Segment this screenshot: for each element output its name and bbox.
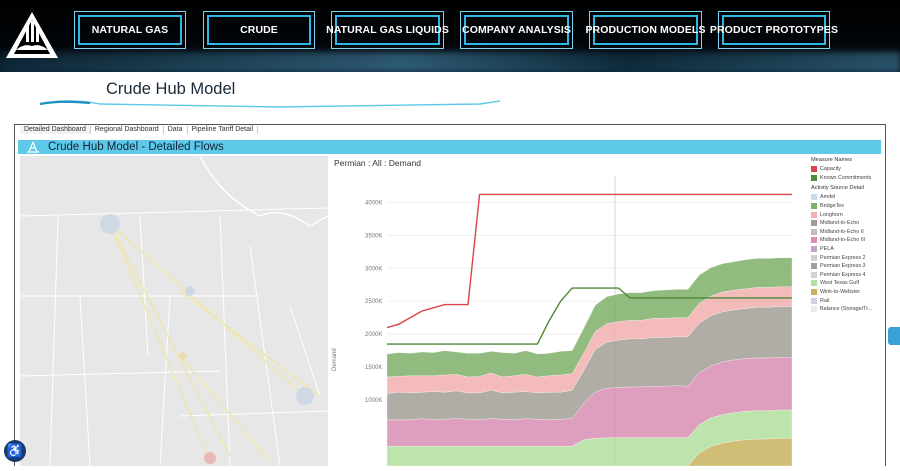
- tab-detailed-dashboard[interactable]: Detailed Dashboard: [20, 126, 91, 134]
- legend-label: Balance (Storage/Tr...: [820, 306, 873, 313]
- dashboard-banner-title: Crude Hub Model - Detailed Flows: [48, 141, 224, 153]
- legend-activity-item[interactable]: Permian Express 3: [809, 262, 889, 271]
- y-tick-label: 2000K: [365, 332, 382, 338]
- accessibility-icon[interactable]: ♿: [4, 440, 26, 462]
- legend-label: Permian Express 4: [820, 271, 866, 278]
- legend-swatch: [811, 211, 817, 218]
- legend-label: BridgeTex: [820, 203, 844, 210]
- nav-label: COMPANY ANALYSIS: [462, 24, 571, 36]
- legend-activity-item[interactable]: West Texas Gulf: [809, 279, 889, 288]
- legend-swatch: [811, 289, 817, 296]
- nav-production-models[interactable]: PRODUCTION MODELS: [585, 11, 705, 49]
- y-tick-label: 3000K: [365, 266, 382, 272]
- tab-data[interactable]: Data: [164, 126, 188, 134]
- page-title: Crude Hub Model: [106, 80, 236, 98]
- legend-swatch: [811, 254, 817, 261]
- legend-activity-item[interactable]: Rail: [809, 296, 889, 305]
- legend-label: Wink-to-Webster: [820, 289, 861, 296]
- chart-legend: Measure Names Capacity Known Commitments …: [809, 156, 889, 466]
- legend-label: Known Commitments: [820, 174, 872, 181]
- nav-label: PRODUCT PROTOTYPES: [709, 24, 839, 36]
- legend-label: Permian Express 2: [820, 254, 866, 261]
- legend-swatch: [811, 297, 817, 304]
- legend-swatch: [811, 220, 817, 227]
- nav-company-analysis[interactable]: COMPANY ANALYSIS: [460, 11, 573, 49]
- nav-label: PRODUCTION MODELS: [585, 24, 706, 36]
- legend-swatch: [811, 246, 817, 253]
- nav-label: NATURAL GAS LIQUIDS: [326, 24, 449, 36]
- legend-label: Permian Express 3: [820, 263, 866, 270]
- legend-activity-item[interactable]: Wink-to-Webster: [809, 288, 889, 297]
- legend-activity-item[interactable]: PELA: [809, 245, 889, 254]
- nav-natural-gas-liquids[interactable]: NATURAL GAS LIQUIDS: [326, 11, 449, 49]
- legend-label: Capacity: [820, 166, 841, 173]
- tab-pipeline-tariff-detail[interactable]: Pipeline Tariff Detail: [188, 126, 259, 134]
- legend-label: PELA: [820, 246, 834, 253]
- map-canvas: [20, 156, 328, 466]
- legend-label: Midland-to-Echo: [820, 220, 860, 227]
- legend-swatch: [811, 263, 817, 270]
- legend-measures: Capacity Known Commitments: [809, 165, 889, 182]
- legend-label: Midland-to-Echo II: [820, 228, 864, 235]
- legend-label: Amdel: [820, 194, 836, 201]
- legend-activities: Amdel BridgeTex Longhorn Midland-to-Echo Mid…: [809, 193, 889, 313]
- legend-swatch: [811, 203, 817, 210]
- legend-label: Rail: [820, 297, 830, 304]
- chart-title: Permian : All : Demand: [334, 158, 421, 168]
- page-header: Crude Hub Model: [0, 72, 900, 122]
- legend-activity-item[interactable]: Balance (Storage/Tr...: [809, 305, 889, 314]
- legend-activity-item[interactable]: Midland-to-Echo II: [809, 228, 889, 237]
- y-tick-label: 4000K: [365, 200, 382, 206]
- legend-swatch: [811, 306, 817, 313]
- legend-label: West Texas Gulf: [820, 280, 860, 287]
- top-navigation-bar: NATURAL GAS CRUDE NATURAL GAS LIQUIDS CO…: [0, 0, 900, 72]
- legend-measure-item[interactable]: Known Commitments: [809, 174, 889, 183]
- legend-activity-item[interactable]: Longhorn: [809, 210, 889, 219]
- y-tick-label: 1000K: [365, 398, 382, 404]
- legend-label: Longhorn: [820, 211, 843, 218]
- nav-label: NATURAL GAS: [91, 24, 169, 36]
- tab-regional-dashboard[interactable]: Regional Dashboard: [91, 126, 164, 134]
- header-glow: [0, 52, 900, 72]
- area-series-bridgetex: [386, 257, 793, 378]
- nav-natural-gas[interactable]: NATURAL GAS: [74, 11, 186, 49]
- legend-label: Midland-to-Echo III: [820, 237, 866, 244]
- oil-derrick-icon: [27, 141, 39, 153]
- legend-swatch: [811, 280, 817, 287]
- dashboard-banner: Crude Hub Model - Detailed Flows: [18, 140, 881, 154]
- title-underline-decoration: [40, 100, 500, 108]
- y-axis-label: Demand: [332, 348, 338, 371]
- legend-activity-item[interactable]: Permian Express 4: [809, 271, 889, 280]
- y-tick-label: 3500K: [365, 233, 382, 239]
- y-tick-label: 2500K: [365, 299, 382, 305]
- legend-swatch: [811, 228, 817, 235]
- legend-activity-item[interactable]: Midland-to-Echo III: [809, 236, 889, 245]
- legend-activity-item[interactable]: Amdel: [809, 193, 889, 202]
- legend-swatch: [811, 194, 817, 201]
- pipeline-map[interactable]: [20, 156, 328, 466]
- known-commitments-line: [387, 287, 792, 345]
- nav-product-prototypes[interactable]: PRODUCT PROTOTYPES: [710, 11, 838, 49]
- legend-swatch: [811, 271, 817, 278]
- nav-label: CRUDE: [240, 24, 278, 36]
- legend-activity-header: Activity Source Detail: [811, 185, 864, 192]
- legend-activity-item[interactable]: Permian Express 2: [809, 253, 889, 262]
- legend-activity-item[interactable]: Midland-to-Echo: [809, 219, 889, 228]
- nav-crude[interactable]: CRUDE: [203, 11, 315, 49]
- capacity-line: [386, 193, 792, 329]
- legend-measure-item[interactable]: Capacity: [809, 165, 889, 174]
- side-widget-button[interactable]: [888, 327, 900, 345]
- legend-swatch: [811, 166, 817, 173]
- demand-chart[interactable]: 1000K 1500K 2000K 2500K 3000K 3500K 4000K Deman…: [330, 156, 806, 467]
- legend-swatch: [811, 237, 817, 244]
- dashboard-tabs: Detailed Dashboard Regional Dashboard Da…: [20, 126, 259, 134]
- demand-chart-panel: Permian : All : Demand 1000K 1500K 2000K 25…: [330, 156, 806, 467]
- legend-measure-header: Measure Names: [811, 157, 853, 163]
- company-logo-icon[interactable]: [4, 10, 60, 60]
- dashboard-frame: [14, 124, 886, 466]
- legend-activity-item[interactable]: BridgeTex: [809, 202, 889, 211]
- legend-swatch: [811, 174, 817, 181]
- y-tick-label: 1500K: [365, 365, 382, 371]
